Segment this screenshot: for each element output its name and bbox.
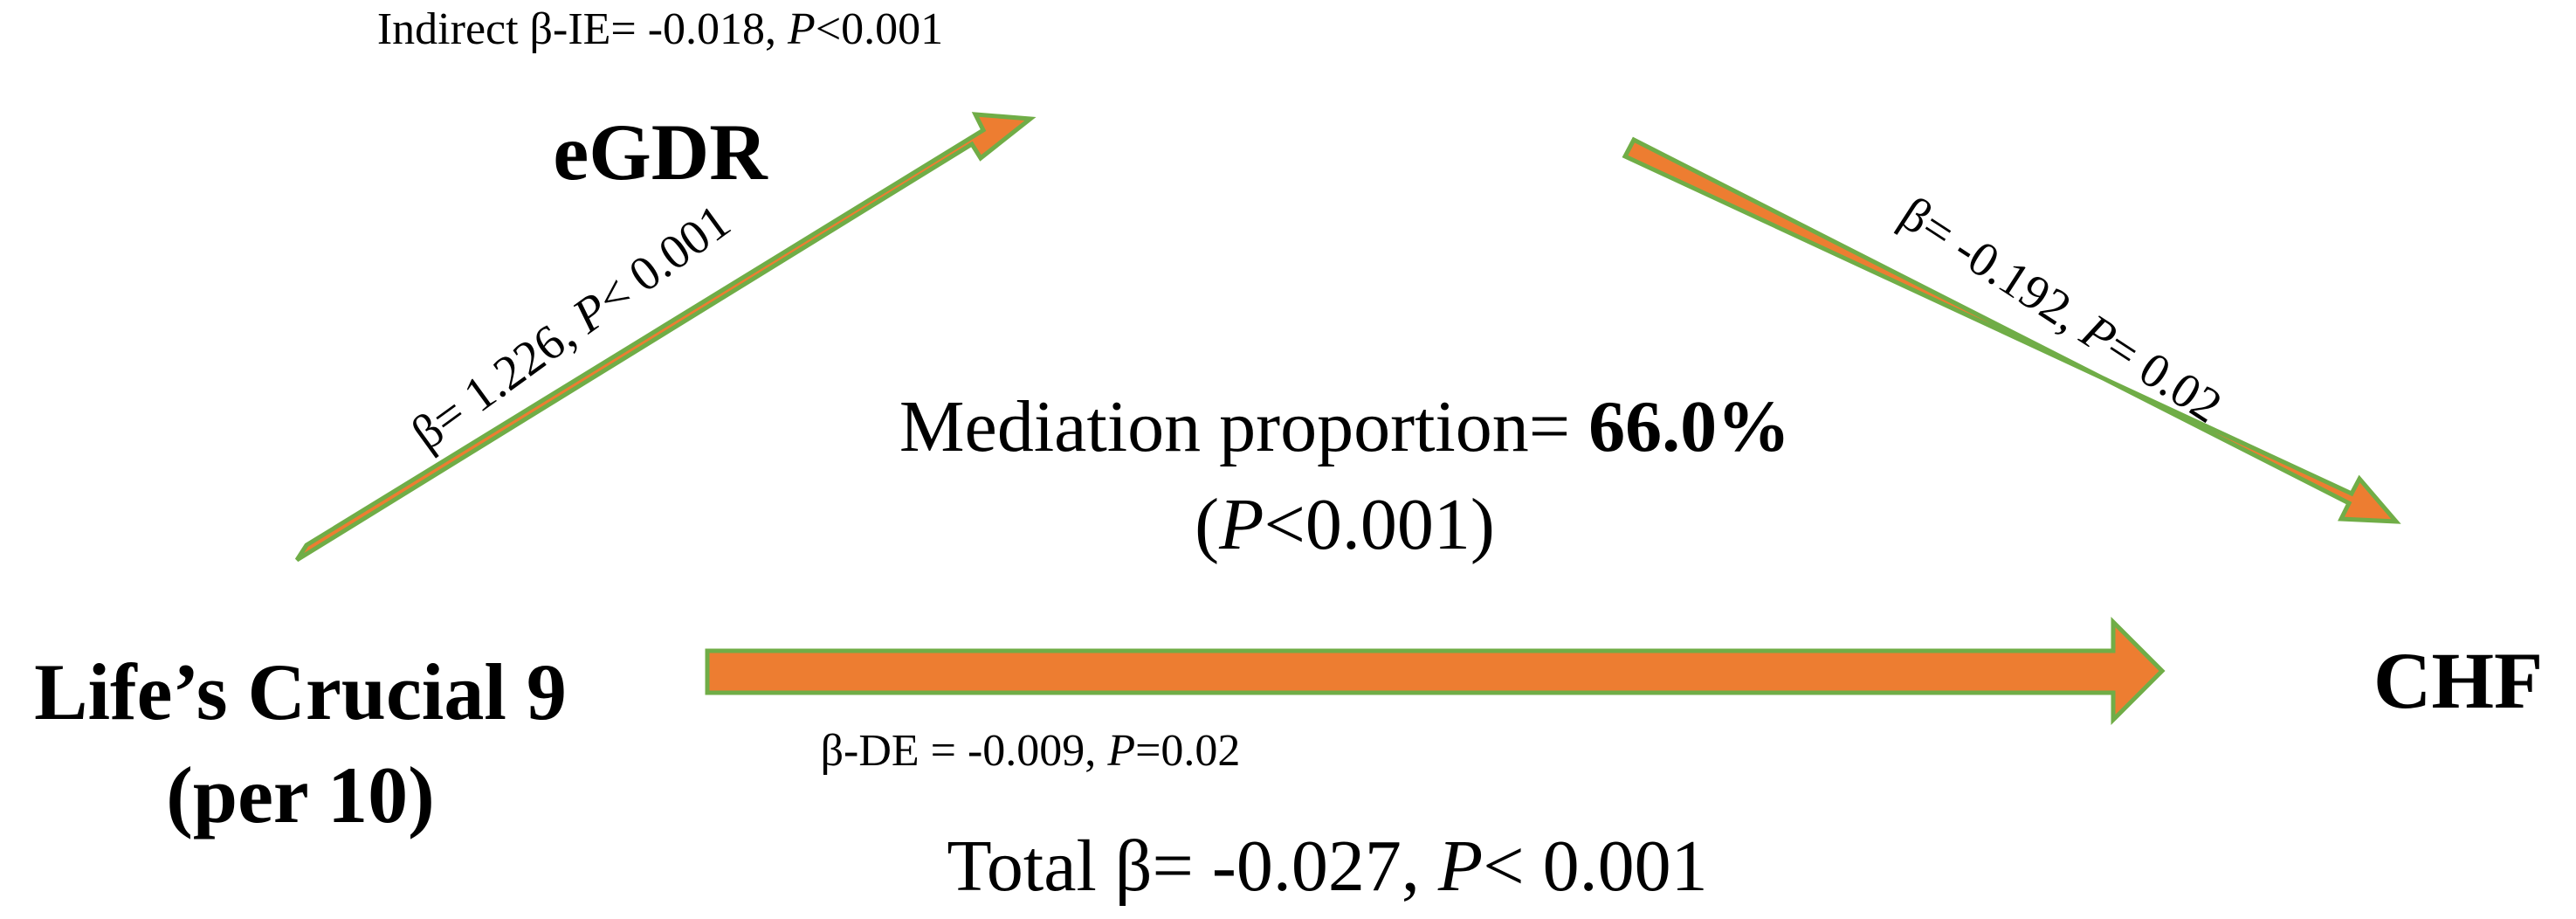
mediation-p-symbol: P xyxy=(1219,484,1264,565)
total-p-value: < 0.001 xyxy=(1483,826,1708,907)
exposure-node-label: Life’s Crucial 9 (per 10) xyxy=(0,640,601,846)
total-effect-text: Total β= -0.027, xyxy=(947,826,1438,907)
direct-p-value: =0.02 xyxy=(1135,726,1241,776)
indirect-effect-text: Indirect β-IE= -0.018, xyxy=(376,4,789,54)
arrow-exposure-to-mediator xyxy=(294,112,1037,563)
mediation-text: Mediation proportion= xyxy=(899,386,1589,467)
indirect-effect-label: Indirect β-IE= -0.018, P<0.001 xyxy=(0,7,1320,52)
outcome-node-label: CHF xyxy=(2373,636,2544,725)
exposure-node-line2: (per 10) xyxy=(166,750,435,840)
total-effect-label: Total β= -0.027, P< 0.001 xyxy=(0,830,2576,903)
direct-effect-text: β-DE = -0.009, xyxy=(820,726,1108,776)
exposure-node-line1: Life’s Crucial 9 xyxy=(34,647,567,736)
indirect-p-symbol: P xyxy=(788,4,816,54)
indirect-p-value: <0.001 xyxy=(815,4,944,54)
mediation-line1: Mediation proportion= 66.0% xyxy=(760,378,1930,476)
direct-effect-label: β-DE = -0.009, P=0.02 xyxy=(0,729,2061,774)
arrow-exposure-to-outcome xyxy=(705,616,2166,726)
total-p-symbol: P xyxy=(1437,826,1484,907)
mediation-proportion-label: Mediation proportion= 66.0% (P<0.001) xyxy=(760,378,1930,574)
mediation-p-value: <0.001) xyxy=(1264,484,1495,565)
mediation-line2: (P<0.001) xyxy=(760,476,1930,574)
mediation-open-paren: ( xyxy=(1195,484,1220,565)
mediation-value: 66.0% xyxy=(1588,386,1791,467)
arrow-mediator-to-outcome xyxy=(1622,136,2401,524)
direct-p-symbol: P xyxy=(1107,726,1136,776)
mediator-node-label: eGDR xyxy=(553,107,768,197)
